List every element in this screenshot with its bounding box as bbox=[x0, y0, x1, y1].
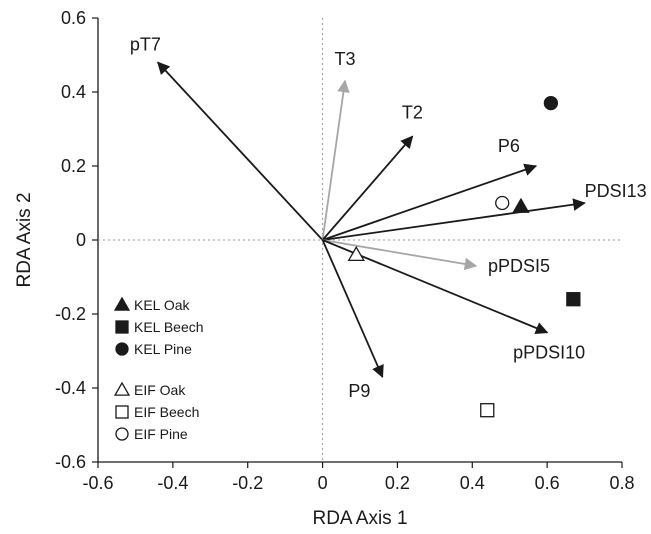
x-tick-label: -0.2 bbox=[232, 473, 263, 493]
y-tick-label: -0.2 bbox=[55, 304, 86, 324]
y-tick-label: 0.4 bbox=[61, 82, 86, 102]
environmental-vectors: pT7 T3 T2 P6 PDSI13 pPDSI5 pPDSI10 P9 bbox=[130, 34, 647, 401]
x-tick-label: 0.6 bbox=[535, 473, 560, 493]
y-tick-label: 0 bbox=[76, 230, 86, 250]
vector-pdsi13-arrow bbox=[322, 198, 586, 241]
point-kel-pine bbox=[543, 95, 559, 111]
vector-label-p6: P6 bbox=[498, 136, 520, 156]
x-tick-label: 0.4 bbox=[460, 473, 485, 493]
y-tick-label: -0.4 bbox=[55, 378, 86, 398]
legend-marker-eif-beech bbox=[115, 405, 129, 419]
x-tick-label: 0.2 bbox=[385, 473, 410, 493]
vector-pt7-arrow bbox=[157, 61, 324, 241]
y-axis-title: RDA Axis 2 bbox=[14, 192, 35, 287]
point-kel-oak bbox=[512, 197, 530, 213]
vector-label-ppdsi10: pPDSI10 bbox=[513, 343, 585, 363]
legend-marker-eif-pine bbox=[115, 427, 129, 441]
vector-t3-arrow bbox=[321, 79, 350, 241]
vector-label-t3: T3 bbox=[335, 49, 356, 69]
point-eif-oak bbox=[347, 245, 365, 262]
legend-label-kel-oak: KEL Oak bbox=[134, 297, 191, 313]
y-tick-label: -0.6 bbox=[55, 452, 86, 472]
vector-p9-arrow bbox=[321, 239, 384, 379]
x-tick-label: 0 bbox=[318, 473, 328, 493]
point-eif-beech bbox=[480, 403, 495, 418]
legend-marker-eif-oak bbox=[113, 381, 131, 396]
vector-label-ppdsi5: pPDSI5 bbox=[488, 256, 550, 276]
legend-marker-kel-oak bbox=[113, 296, 131, 311]
vector-label-t2: T2 bbox=[402, 102, 423, 122]
legend-label-eif-oak: EIF Oak bbox=[134, 382, 186, 398]
y-tick-label: 0.6 bbox=[61, 8, 86, 28]
x-tick-label: -0.4 bbox=[157, 473, 188, 493]
legend-label-eif-pine: EIF Pine bbox=[134, 426, 188, 442]
legend: KEL Oak KEL Beech KEL Pine EIF Oak EIF Beech… bbox=[113, 296, 204, 442]
vector-label-pt7: pT7 bbox=[130, 34, 161, 54]
legend-label-eif-beech: EIF Beech bbox=[134, 404, 199, 420]
x-axis-title: RDA Axis 1 bbox=[312, 508, 407, 529]
point-kel-beech bbox=[566, 292, 581, 307]
legend-marker-kel-beech bbox=[115, 320, 129, 334]
legend-label-kel-pine: KEL Pine bbox=[134, 341, 192, 357]
y-tick-label: 0.2 bbox=[61, 156, 86, 176]
x-tick-label: 0.8 bbox=[609, 473, 634, 493]
vector-ppdsi5-arrow bbox=[322, 239, 478, 271]
site-points bbox=[347, 95, 581, 418]
vector-p6-arrow bbox=[322, 163, 538, 241]
vector-label-pdsi13: PDSI13 bbox=[585, 181, 647, 201]
point-eif-pine bbox=[495, 195, 510, 211]
legend-marker-kel-pine bbox=[115, 342, 129, 356]
x-tick-label: -0.6 bbox=[82, 473, 113, 493]
axes: -0.6 -0.4 -0.2 0 0.2 0.4 0.6 0.8 -0.6 -0.4 -0.2 0 0.… bbox=[55, 8, 635, 493]
vector-label-p9: P9 bbox=[348, 381, 370, 401]
legend-label-kel-beech: KEL Beech bbox=[134, 319, 204, 335]
vector-t2-arrow bbox=[321, 135, 414, 241]
